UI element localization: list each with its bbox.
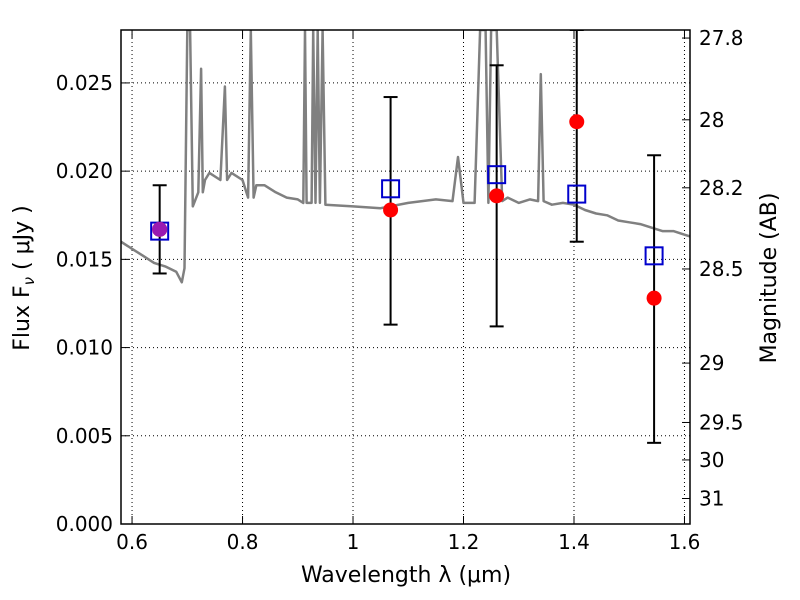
observed-point-1 bbox=[383, 202, 399, 218]
model-photometry-square-4 bbox=[644, 246, 664, 266]
y2-axis-label: Magnitude (AB) bbox=[757, 193, 782, 364]
y2-tick-label-3: 28.5 bbox=[699, 257, 744, 281]
y-axis-label-main: Flux F bbox=[10, 285, 35, 350]
y-tick-label-4: 0.020 bbox=[56, 159, 113, 183]
x-axis-label: Wavelength λ (μm) bbox=[301, 563, 511, 588]
plot-frame bbox=[120, 29, 691, 525]
x-ticks: 0.6 0.8 1 1.2 1.4 1.6 bbox=[116, 30, 700, 554]
x-tick-label-4: 1.4 bbox=[558, 530, 590, 554]
y-axis-label-subscript: ν bbox=[20, 277, 38, 285]
model-photometry-square-1 bbox=[381, 179, 401, 199]
x-tick-label-1: 0.8 bbox=[227, 530, 259, 554]
y2-tick-label-5: 29.5 bbox=[699, 410, 744, 434]
x-tick-label-2: 1 bbox=[347, 530, 360, 554]
x-tick-label-3: 1.2 bbox=[448, 530, 480, 554]
observed-point-4 bbox=[646, 290, 662, 306]
x-tick-label-5: 1.6 bbox=[669, 530, 701, 554]
y2-tick-label-7: 31 bbox=[699, 486, 724, 510]
y2-tick-label-6: 30 bbox=[699, 448, 724, 472]
x-tick-label-0: 0.6 bbox=[116, 530, 148, 554]
model-photometry-square-3 bbox=[567, 184, 587, 204]
y-axis-label-unit: ( μJy ) bbox=[10, 205, 35, 277]
y2-ticks: 27.8 28 28.2 28.5 29 29.5 30 31 bbox=[682, 26, 744, 510]
observed-point-3 bbox=[569, 114, 585, 130]
y-tick-label-0: 0.000 bbox=[56, 512, 113, 536]
y2-tick-label-1: 28 bbox=[699, 108, 724, 132]
model-photometry-markers bbox=[150, 165, 664, 266]
y-tick-label-3: 0.015 bbox=[56, 247, 113, 271]
model-spectrum bbox=[121, 30, 690, 284]
error-bars bbox=[152, 30, 662, 444]
observed-point-2 bbox=[489, 188, 505, 204]
plot-border bbox=[120, 29, 691, 525]
model-photometry-square-2 bbox=[487, 165, 507, 185]
y-tick-label-5: 0.025 bbox=[56, 71, 113, 95]
grid-lines bbox=[121, 30, 690, 525]
y-tick-label-2: 0.010 bbox=[56, 336, 113, 360]
observed-points bbox=[152, 114, 662, 306]
y-axis-label: Flux Fν ( μJy ) bbox=[10, 205, 38, 350]
y2-tick-label-0: 27.8 bbox=[699, 26, 744, 50]
observed-point-overlap bbox=[152, 221, 168, 237]
y-ticks: 0.000 0.005 0.010 0.015 0.020 0.025 bbox=[56, 71, 129, 536]
y-tick-label-1: 0.005 bbox=[56, 424, 113, 448]
y2-tick-label-2: 28.2 bbox=[699, 176, 744, 200]
spectrum-line bbox=[121, 30, 690, 284]
y2-tick-label-4: 29 bbox=[699, 351, 724, 375]
